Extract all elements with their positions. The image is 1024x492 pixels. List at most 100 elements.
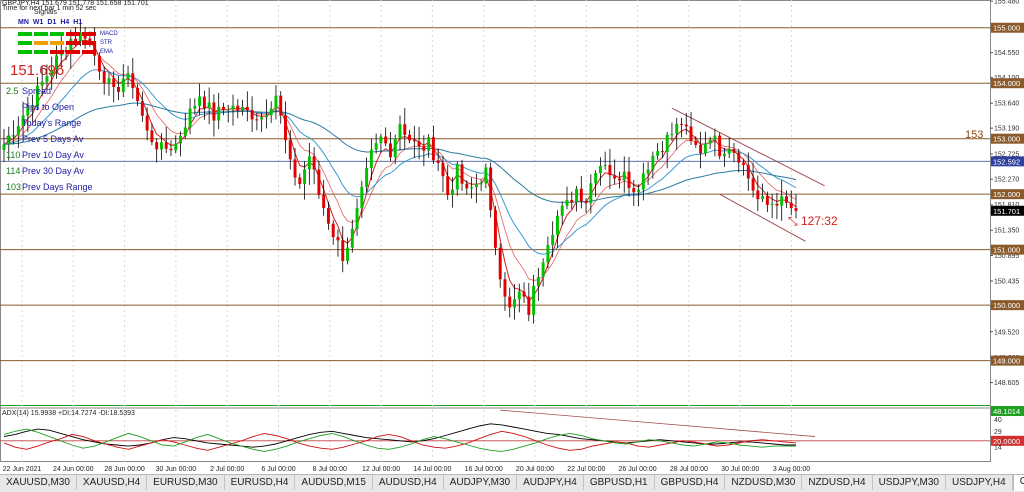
adx-tick-label: 29 (994, 429, 1002, 436)
candle (298, 173, 302, 189)
candle (584, 197, 588, 213)
candle (374, 133, 378, 154)
candle-body (55, 55, 58, 70)
adx-trendline (500, 409, 816, 437)
tab-audusd-m15[interactable]: AUDUSD,M15 (295, 475, 373, 490)
candle-body (579, 188, 583, 202)
candle-body (155, 142, 159, 150)
candle (360, 180, 364, 219)
tab-xauusd-h4[interactable]: XAUUSD,H4 (77, 475, 148, 490)
candle (403, 108, 407, 150)
price-tick-label: 148.605 (994, 380, 1019, 387)
candle (102, 66, 106, 95)
tf-h4: H4 (60, 19, 70, 26)
candle (422, 135, 426, 167)
candle-body (617, 178, 621, 181)
candle-body (78, 32, 82, 42)
candle (317, 160, 321, 199)
candle-body (794, 208, 798, 211)
candle-body (417, 141, 421, 147)
time-label: 22 Jul 00:00 (567, 466, 605, 473)
candle-body (575, 188, 579, 203)
candle (226, 104, 230, 123)
tab-audjpy-m30[interactable]: AUDJPY,M30 (444, 475, 518, 490)
candle (498, 243, 502, 288)
candle (522, 282, 526, 303)
candle (202, 90, 206, 120)
stat-spread: 2.5 Spread (6, 86, 52, 96)
time-label: 16 Jul 00:00 (465, 466, 503, 473)
candle-body (732, 149, 736, 153)
candle (198, 83, 202, 116)
tab-audjpy-h4[interactable]: AUDJPY,H4 (517, 475, 584, 490)
tab-xauusd-m30[interactable]: XAUUSD,M30 (0, 475, 77, 490)
candle (484, 163, 488, 189)
candle-body (74, 38, 78, 42)
timer-value: 127:32 (800, 214, 838, 228)
candle (503, 272, 507, 311)
tab-gbpjpy-h4[interactable]: GBPJPY,H4 (1012, 475, 1024, 491)
candle-body (393, 138, 397, 158)
candle (412, 125, 416, 158)
candle (665, 131, 669, 169)
candle (527, 283, 531, 322)
tab-usdjpy-h4[interactable]: USDJPY,H4 (946, 475, 1013, 490)
candle (775, 192, 779, 220)
candle-body (694, 140, 698, 145)
tab-audusd-h4[interactable]: AUDUSD,H4 (373, 475, 444, 490)
candle (217, 92, 221, 130)
candle (570, 191, 574, 210)
tab-usdjpy-m30[interactable]: USDJPY,M30 (873, 475, 946, 490)
candle-body (312, 156, 316, 170)
candle-body (269, 108, 273, 116)
horizontal-levels (0, 27, 990, 362)
candle-body (226, 109, 230, 111)
candle-body (284, 115, 287, 141)
price-tick-label: 152.725 (994, 151, 1019, 158)
price-tag-bg (991, 22, 1024, 33)
tab-nzdusd-h4[interactable]: NZDUSD,H4 (802, 475, 873, 490)
candle (756, 175, 760, 212)
tab-eurusd-m30[interactable]: EURUSD,M30 (147, 475, 225, 490)
candle-body (589, 183, 593, 204)
adx-label: ADX(14) 15.9938 +DI:14.7274 -DI:18.5393 (2, 410, 135, 417)
candle-body (784, 196, 788, 203)
candle (670, 122, 674, 141)
candle-body (131, 73, 135, 89)
candle (560, 201, 564, 225)
candle (107, 72, 111, 96)
candle (241, 99, 245, 116)
candle-body (117, 87, 120, 92)
candle (50, 56, 54, 90)
candle-body (198, 96, 202, 106)
candle (699, 131, 703, 169)
candle-body (632, 188, 636, 193)
candle (155, 138, 159, 163)
time-label: 12 Jul 00:00 (362, 466, 400, 473)
price-tick-label: 151.350 (994, 228, 1019, 235)
candle (245, 91, 249, 122)
price-tick-label: 153.190 (994, 126, 1019, 133)
tab-nzdusd-m30[interactable]: NZDUSD,M30 (725, 475, 803, 490)
adx-tag-bg (991, 435, 1024, 446)
candle-body (140, 101, 144, 116)
candle-body (26, 107, 30, 116)
price-tick-label: 150.435 (994, 279, 1019, 286)
price-tick-label: 155.480 (994, 0, 1019, 6)
chart-area[interactable]: 155.480155.000154.550154.100153.640153.1… (0, 0, 1024, 474)
ma-line (3, 50, 797, 281)
candle (589, 174, 593, 214)
candle-body (112, 78, 116, 88)
candle-body (35, 85, 39, 107)
signals-title: Signals (34, 9, 57, 16)
candle (732, 142, 736, 163)
candle (126, 65, 130, 88)
tab-eurusd-h4[interactable]: EURUSD,H4 (225, 475, 296, 490)
candle-body (336, 237, 340, 241)
candle (742, 159, 745, 176)
tab-gbpusd-h4[interactable]: GBPUSD,H4 (655, 475, 726, 490)
candle (307, 143, 311, 185)
tab-gbpusd-h1[interactable]: GBPUSD,H1 (584, 475, 655, 490)
candle (7, 126, 11, 161)
